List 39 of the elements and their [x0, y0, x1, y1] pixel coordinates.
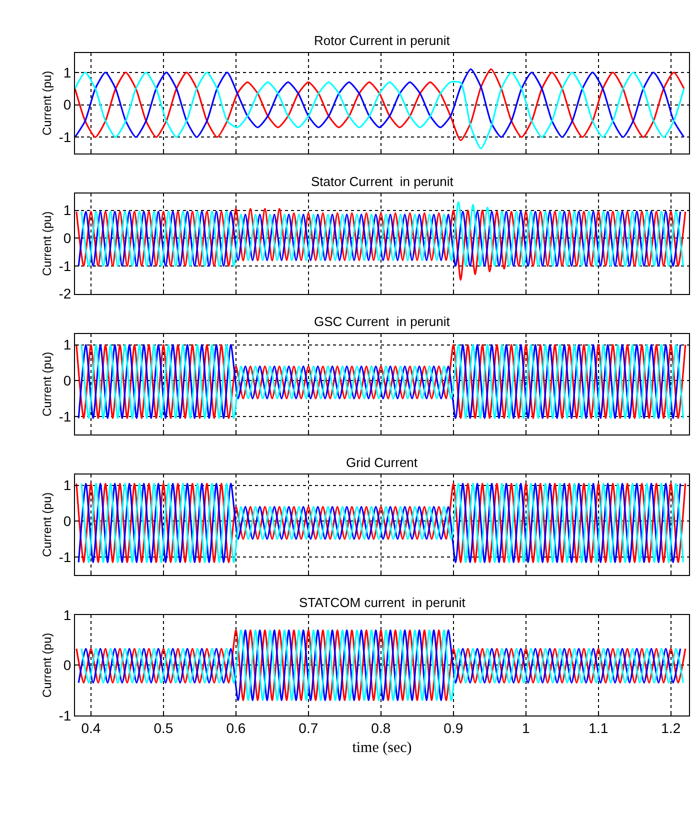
line-series: [76, 208, 686, 281]
y-axis-title: Current (pu): [40, 352, 54, 417]
y-tick-label: 1: [63, 64, 72, 80]
y-axis-title: Current (pu): [40, 632, 54, 698]
x-tick-label: 0.6: [226, 720, 246, 736]
x-axis-title: time (sec): [352, 740, 412, 756]
chart-title: Stator Current in perunit: [311, 174, 454, 189]
y-tick-label: 0: [63, 372, 72, 389]
y-tick-label: 1: [63, 606, 72, 623]
x-tick-label: 0.8: [371, 720, 391, 736]
x-tick-label: 1: [522, 720, 530, 736]
y-axis-title: Current (pu): [40, 211, 54, 276]
line-series: [80, 201, 684, 267]
y-tick-label: 1: [63, 336, 72, 353]
y-axis-title: Current (pu): [40, 70, 54, 136]
x-tick-label: 0.9: [444, 720, 464, 736]
y-tick-label: 1: [63, 477, 72, 494]
y-tick-label: -1: [58, 408, 72, 424]
y-tick-label: -1: [58, 707, 72, 724]
x-tick-label: 0.4: [81, 720, 101, 736]
x-tick-label: 1.1: [588, 720, 608, 736]
y-tick-label: 1: [63, 202, 72, 218]
x-tick-label: 1.2: [661, 720, 681, 736]
y-axis-title: Current (pu): [40, 492, 54, 558]
x-tick-label: 0.7: [298, 720, 318, 736]
y-tick-label: 0: [63, 96, 72, 113]
chart-title: Grid Current: [346, 455, 418, 470]
chart-title: Rotor Current in perunit: [314, 33, 450, 48]
y-tick-label: -1: [58, 548, 72, 565]
y-tick-label: -1: [58, 129, 72, 146]
y-tick-label: 0: [63, 513, 72, 530]
y-tick-label: -2: [58, 286, 72, 302]
chart-title: STATCOM current in perunit: [299, 595, 466, 610]
y-tick-label: 0: [63, 657, 72, 674]
y-tick-label: -1: [58, 258, 72, 274]
x-tick-label: 0.5: [154, 720, 174, 736]
y-tick-label: 0: [63, 230, 72, 246]
chart-title: GSC Current in perunit: [314, 314, 450, 329]
line-series: [78, 210, 682, 267]
